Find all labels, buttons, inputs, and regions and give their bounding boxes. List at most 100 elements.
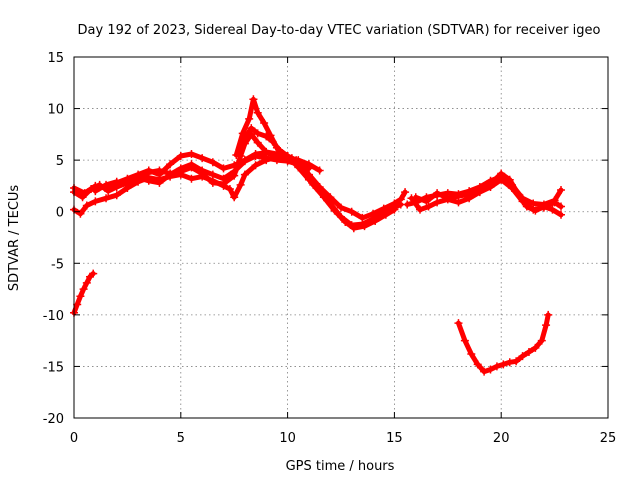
- axis-ticks: [73, 56, 609, 419]
- plus-marker: [104, 187, 113, 196]
- plus-marker: [416, 205, 425, 214]
- plus-marker: [76, 292, 85, 301]
- plus-marker: [531, 343, 540, 352]
- plus-marker: [253, 138, 262, 147]
- plus-marker: [240, 170, 249, 179]
- plus-marker: [512, 357, 521, 366]
- plus-marker: [225, 185, 234, 194]
- plus-marker: [87, 185, 96, 194]
- y-tick-labels: 15 10 5 0 -5 -10 -15 -20: [43, 51, 64, 427]
- plus-marker: [454, 192, 463, 201]
- series-line: [92, 131, 299, 194]
- plus-marker: [369, 209, 378, 218]
- plus-marker: [480, 367, 489, 376]
- data-series: [70, 95, 566, 376]
- plus-marker: [518, 352, 527, 361]
- plus-marker: [486, 365, 495, 374]
- plus-marker: [155, 175, 164, 184]
- plus-marker: [187, 174, 196, 183]
- plus-marker: [251, 152, 260, 161]
- plus-marker: [304, 170, 313, 179]
- plus-marker: [232, 150, 241, 159]
- plus-marker: [548, 205, 557, 214]
- plus-marker: [253, 129, 262, 138]
- plus-marker: [497, 169, 506, 178]
- plus-marker: [166, 160, 175, 169]
- plus-marker: [550, 198, 559, 207]
- series-line: [456, 312, 551, 375]
- y-tick-label: -5: [51, 257, 64, 272]
- plus-marker: [268, 137, 277, 146]
- plus-marker: [123, 180, 132, 189]
- plus-marker: [208, 158, 217, 167]
- plus-marker: [144, 168, 153, 177]
- plus-marker: [396, 195, 405, 204]
- series-track-8: [287, 154, 399, 233]
- plus-marker: [315, 182, 324, 191]
- series-negative-late: [454, 310, 553, 376]
- plus-marker: [112, 191, 121, 200]
- plus-marker: [424, 202, 433, 211]
- plus-marker: [76, 209, 85, 218]
- plus-marker: [82, 278, 91, 287]
- plus-marker: [531, 206, 540, 215]
- plus-marker: [326, 193, 335, 202]
- plus-marker: [467, 350, 476, 359]
- plus-marker: [283, 152, 292, 161]
- plus-marker: [102, 180, 111, 189]
- plus-marker: [287, 154, 296, 163]
- plus-marker: [542, 321, 551, 330]
- y-tick-label: -20: [43, 412, 64, 427]
- plus-marker: [499, 360, 508, 369]
- plus-marker: [330, 206, 339, 215]
- series-line: [413, 171, 564, 218]
- plus-marker: [236, 144, 245, 153]
- y-tick-label: 10: [47, 103, 64, 118]
- plus-marker: [315, 166, 324, 175]
- plus-marker: [230, 171, 239, 180]
- y-tick-label: -15: [43, 360, 64, 375]
- plus-marker: [522, 202, 531, 211]
- plus-marker: [251, 161, 260, 170]
- x-tick-labels: 0 5 10 15 20 25: [70, 431, 616, 446]
- plus-marker: [262, 132, 271, 141]
- plus-marker: [245, 114, 254, 123]
- plus-marker: [155, 166, 164, 175]
- plus-marker: [240, 157, 249, 166]
- plus-marker: [219, 179, 228, 188]
- plus-marker: [557, 210, 566, 219]
- plus-marker: [91, 197, 100, 206]
- plus-marker: [371, 216, 380, 225]
- plus-marker: [433, 198, 442, 207]
- plus-marker: [208, 178, 217, 187]
- plus-marker: [347, 207, 356, 216]
- plus-marker: [275, 145, 284, 154]
- plus-marker: [390, 199, 399, 208]
- plus-marker: [79, 285, 88, 294]
- plus-marker: [514, 190, 523, 199]
- plus-marker: [379, 204, 388, 213]
- plus-marker: [294, 158, 303, 167]
- plus-marker: [460, 336, 469, 345]
- plus-marker: [539, 202, 548, 211]
- plus-marker: [341, 218, 350, 227]
- plus-marker: [401, 188, 410, 197]
- plus-marker: [486, 179, 495, 188]
- plus-marker: [78, 193, 87, 202]
- plot-frame: [73, 56, 609, 419]
- plus-marker: [433, 189, 442, 198]
- plus-marker: [557, 202, 566, 211]
- plus-marker: [337, 203, 345, 212]
- plus-marker: [349, 224, 358, 233]
- plus-marker: [187, 149, 196, 158]
- plus-marker: [176, 167, 185, 176]
- plus-marker: [260, 119, 269, 128]
- plus-marker: [422, 197, 431, 206]
- plus-marker: [249, 95, 258, 104]
- plus-marker: [537, 336, 546, 345]
- plus-marker: [112, 177, 121, 186]
- plus-marker: [102, 194, 111, 203]
- plus-marker: [240, 133, 249, 142]
- plus-marker: [262, 156, 271, 165]
